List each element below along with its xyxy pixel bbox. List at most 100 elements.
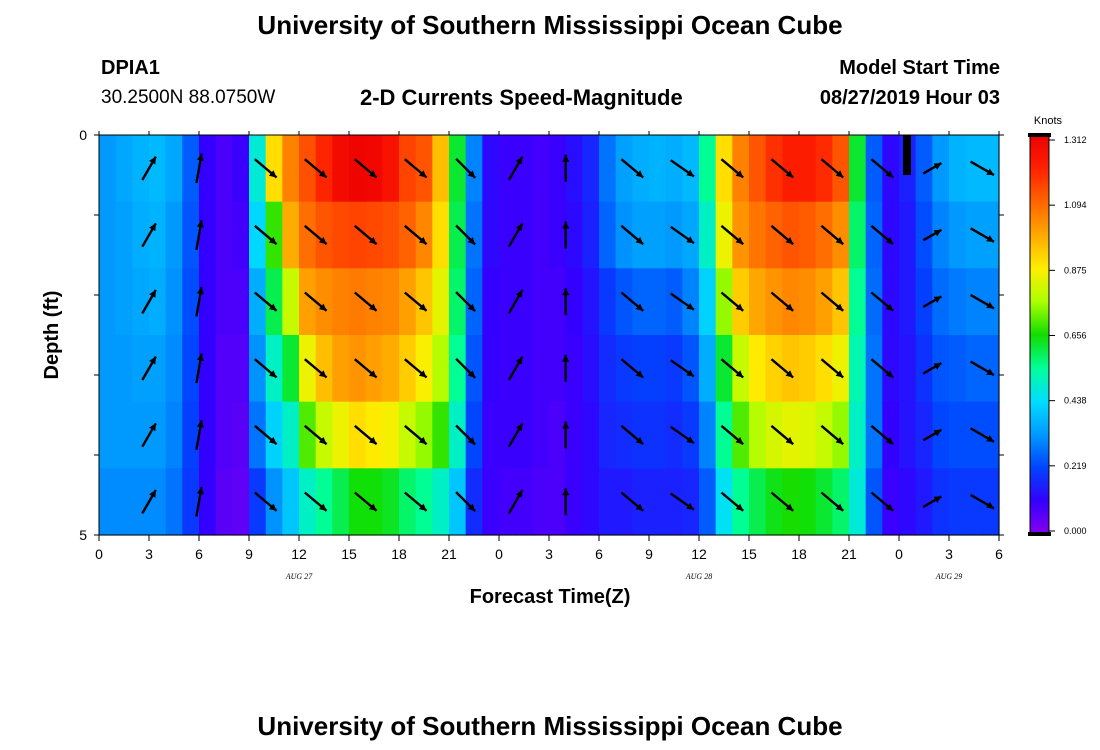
heatmap-cell: [832, 135, 850, 203]
heatmap-cell: [565, 468, 583, 536]
heatmap-cell: [432, 468, 450, 536]
current-vector-head: [368, 370, 377, 378]
current-vector-head: [785, 303, 794, 311]
x-tick-label: 9: [245, 546, 253, 562]
heatmap-cell: [982, 135, 1000, 203]
heatmap-cell: [399, 335, 417, 403]
x-tick-label: 6: [195, 546, 203, 562]
y-tick-label: 0: [79, 127, 87, 143]
heatmap-cell: [199, 201, 217, 269]
heatmap-cell: [182, 135, 200, 203]
heatmap-cell: [949, 268, 967, 336]
heatmap-cell: [865, 401, 883, 469]
heatmap-cell: [882, 335, 900, 403]
current-vector-head: [149, 356, 156, 365]
heatmap-cell: [749, 401, 767, 469]
heatmap-cell: [415, 135, 433, 203]
heatmap-cell: [982, 201, 1000, 269]
heatmap-cell: [849, 268, 867, 336]
colorbar-tick-label: 1.312: [1064, 135, 1087, 145]
heatmap-cell: [315, 401, 333, 469]
heatmap-cell: [515, 135, 533, 203]
heatmap-cell: [299, 268, 317, 336]
heatmap-cell: [649, 201, 667, 269]
heatmap-cell: [715, 335, 733, 403]
heatmap-cell: [215, 335, 233, 403]
current-vector-head: [318, 436, 327, 445]
heatmap-cell: [315, 135, 333, 203]
heatmap-cell: [265, 268, 283, 336]
heatmap-cell: [632, 401, 650, 469]
heatmap-cell: [799, 468, 817, 536]
heatmap-cell: [632, 201, 650, 269]
heatmap-cell: [665, 335, 683, 403]
current-vector-head: [562, 488, 570, 496]
heatmap-cell: [282, 335, 300, 403]
current-vector-head: [368, 503, 377, 511]
colorbar-tick-label: 0.875: [1064, 265, 1087, 275]
heatmap-cell: [515, 401, 533, 469]
heatmap-cell: [165, 335, 183, 403]
current-vector-head: [933, 363, 942, 370]
heatmap-cell: [565, 335, 583, 403]
heatmap-cell: [732, 201, 750, 269]
heatmap-cell: [182, 468, 200, 536]
heatmap-cell: [549, 135, 567, 203]
heatmap-cell: [599, 401, 617, 469]
current-vector-head: [149, 223, 156, 232]
colorbar-unit: Knots: [1034, 115, 1063, 127]
heatmap-cell: [682, 401, 700, 469]
heatmap-cell: [149, 335, 167, 403]
heatmap-cell: [499, 335, 517, 403]
heatmap-cell: [915, 201, 933, 269]
current-vector-head: [318, 303, 327, 311]
heatmap-cell: [115, 468, 133, 536]
colorbar-tick-label: 1.094: [1064, 200, 1087, 210]
heatmap-cell: [499, 468, 517, 536]
current-vector-head: [735, 170, 744, 178]
heatmap-cell: [449, 135, 467, 203]
heatmap-cell: [382, 335, 400, 403]
heatmap-cell: [149, 268, 167, 336]
heatmap-cell: [699, 401, 717, 469]
current-vector-head: [196, 486, 204, 495]
heatmap-cell: [399, 135, 417, 203]
heatmap-cell: [482, 401, 500, 469]
heatmap-cell: [949, 468, 967, 536]
heatmap-cell: [882, 268, 900, 336]
heatmap-cell: [599, 201, 617, 269]
heatmap-cell: [265, 201, 283, 269]
x-tick-label: 0: [495, 546, 503, 562]
current-vector-head: [318, 236, 327, 245]
heatmap-cell: [949, 135, 967, 203]
heatmap-cell: [165, 268, 183, 336]
current-vector-head: [986, 235, 994, 242]
heatmap-cell: [699, 201, 717, 269]
heatmap-cell: [599, 335, 617, 403]
heatmap-cell: [249, 135, 267, 203]
heatmap-cell: [965, 401, 983, 469]
heatmap-cell: [732, 401, 750, 469]
current-vector-head: [562, 288, 570, 296]
colorbar-top-cap: [1028, 133, 1051, 137]
heatmap-cell: [282, 268, 300, 336]
heatmap-cell: [299, 401, 317, 469]
heatmap-cell: [332, 468, 350, 536]
current-vector-head: [515, 156, 523, 165]
heatmap-cell: [515, 201, 533, 269]
heatmap-cell: [315, 335, 333, 403]
x-tick-label: 0: [95, 546, 103, 562]
heatmap-cell: [182, 335, 200, 403]
heatmap-cell: [799, 135, 817, 203]
heatmap-cell: [499, 135, 517, 203]
heatmap-cell: [649, 335, 667, 403]
heatmap-cell: [515, 335, 533, 403]
heatmap-cell: [765, 135, 783, 203]
heatmap-cell: [199, 401, 217, 469]
heatmap-cell: [932, 135, 950, 203]
heatmap-cell: [932, 401, 950, 469]
heatmap-cell: [732, 335, 750, 403]
heatmap-cell: [615, 201, 633, 269]
heatmap-cell: [615, 468, 633, 536]
current-vector-head: [268, 436, 277, 445]
